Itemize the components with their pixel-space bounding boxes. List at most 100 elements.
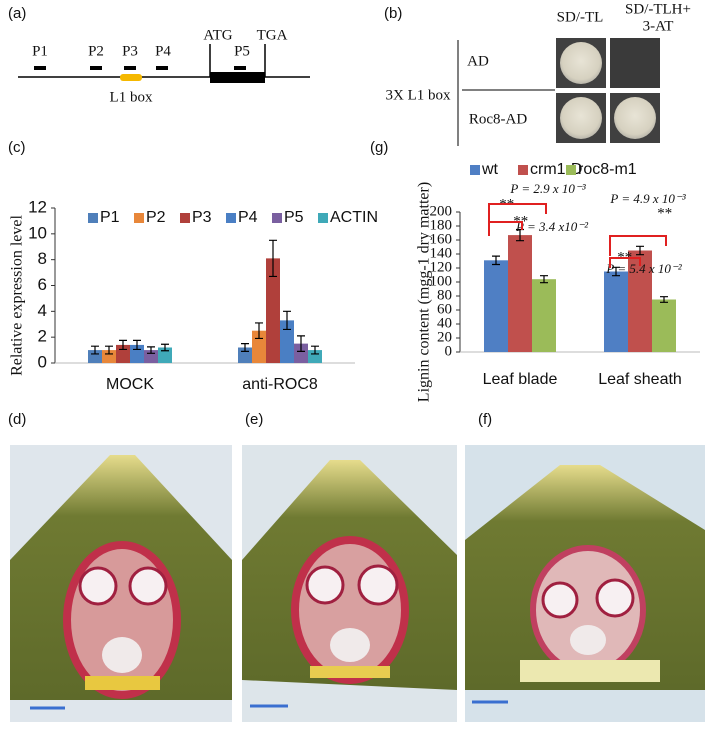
- error-bar: [147, 346, 155, 354]
- error-bar: [612, 266, 620, 277]
- stop-codon: TGA: [257, 27, 288, 43]
- x-tick-label: Leaf blade: [483, 371, 558, 388]
- significance-bracket: [609, 235, 667, 256]
- y-tick-label: 120: [430, 259, 453, 275]
- legend-swatch: [566, 165, 576, 175]
- primer-mark: [124, 66, 136, 70]
- y-tick-label: 140: [430, 245, 453, 261]
- row-label: AD: [467, 53, 489, 69]
- error-bar: [283, 310, 291, 331]
- legend-label: P2: [146, 209, 166, 226]
- sclerenchyma: [310, 666, 390, 678]
- legend-label: P1: [100, 209, 120, 226]
- primer-mark: [234, 66, 246, 70]
- annotation: P = 5.4 x 10⁻²: [605, 261, 682, 276]
- error-bar: [311, 345, 319, 355]
- primer-label: P3: [122, 43, 138, 59]
- vessel: [595, 578, 635, 618]
- primer-mark: [156, 66, 168, 70]
- bar: [88, 350, 102, 363]
- y-tick-label: 2: [38, 327, 47, 346]
- legend-swatch: [518, 165, 528, 175]
- legend-label: ACTIN: [330, 209, 378, 226]
- y-tick-label: 12: [28, 197, 47, 216]
- coding-region: [210, 72, 265, 83]
- micrograph-f: [465, 445, 705, 722]
- error-bar: [540, 275, 548, 284]
- column-header: SD/-TL: [557, 9, 604, 25]
- y-tick-label: 6: [38, 275, 47, 294]
- legend-swatch: [470, 165, 480, 175]
- panel-label: (c): [8, 139, 26, 156]
- y-tick-label: 80: [437, 287, 452, 303]
- annotation: P = 2.9 x 10⁻³: [509, 181, 586, 196]
- x-tick-label: anti-ROC8: [242, 376, 318, 393]
- error-bar: [119, 339, 127, 351]
- x-tick-label: MOCK: [106, 376, 154, 393]
- vessel: [541, 581, 579, 619]
- bar: [484, 260, 508, 352]
- legend-swatch: [88, 213, 98, 223]
- phloem: [330, 628, 370, 662]
- primer-label: P1: [32, 43, 48, 59]
- y-tick-label: 4: [38, 301, 47, 320]
- annotation: **: [657, 205, 673, 221]
- error-bar: [297, 335, 305, 352]
- legend-label: P3: [192, 209, 212, 226]
- row-label: Roc8-AD: [469, 111, 527, 127]
- y-tick-label: 180: [430, 217, 453, 233]
- y-axis-label: Relative expression level: [9, 215, 26, 376]
- y-tick-label: 100: [430, 273, 453, 289]
- phloem: [570, 625, 606, 655]
- legend-label: P5: [284, 209, 304, 226]
- error-bar: [91, 345, 99, 355]
- yeast-panel: SD/-TL SD/-TLH+ 3-AT AD Roc8-AD 3X L1 bo…: [386, 1, 691, 146]
- bar: [294, 343, 308, 363]
- colony: [560, 42, 602, 84]
- vessel: [128, 566, 168, 606]
- error-bar: [269, 239, 277, 278]
- error-bar: [241, 343, 249, 352]
- bar: [508, 235, 532, 352]
- y-tick-label: 8: [38, 249, 47, 268]
- error-bar: [660, 296, 668, 303]
- y-tick-label: 60: [437, 301, 452, 317]
- bar: [158, 347, 172, 363]
- y-tick-label: 0: [445, 343, 453, 359]
- significance-bracket: [609, 257, 641, 268]
- legend-label: roc8-m1: [578, 161, 637, 178]
- legend-swatch: [226, 213, 236, 223]
- legend-swatch: [180, 213, 190, 223]
- panel-label: (e): [245, 411, 263, 428]
- bar: [280, 320, 294, 363]
- panel-label: (a): [8, 5, 26, 22]
- bar: [308, 350, 322, 363]
- primer-label: P5: [234, 43, 250, 59]
- sclerenchyma: [85, 676, 160, 690]
- bar: [532, 279, 556, 352]
- error-bar: [105, 345, 113, 355]
- sclerenchyma: [520, 660, 660, 682]
- phloem: [102, 637, 142, 673]
- vessel: [305, 565, 345, 605]
- l1-box: [120, 74, 142, 81]
- legend-swatch: [134, 213, 144, 223]
- error-bar: [133, 339, 141, 351]
- bar: [628, 250, 652, 352]
- legend-label: P4: [238, 209, 258, 226]
- panel-label: (b): [384, 5, 402, 22]
- primer-label: P4: [155, 43, 171, 59]
- vessel: [357, 564, 399, 606]
- error-bar: [255, 322, 263, 340]
- panel-label: (f): [478, 411, 492, 428]
- panel-label: (d): [8, 411, 26, 428]
- micrograph-e: [242, 445, 457, 722]
- annotation: P = 4.9 x 10⁻³: [609, 191, 686, 206]
- column-header: SD/-TLH+: [625, 1, 691, 17]
- legend-label: wt: [481, 161, 499, 178]
- y-tick-label: 10: [28, 223, 47, 242]
- vessel: [78, 566, 118, 606]
- column-header: 3-AT: [643, 18, 674, 34]
- construct-label: 3X L1 box: [386, 87, 451, 103]
- box-label: L1 box: [110, 89, 153, 105]
